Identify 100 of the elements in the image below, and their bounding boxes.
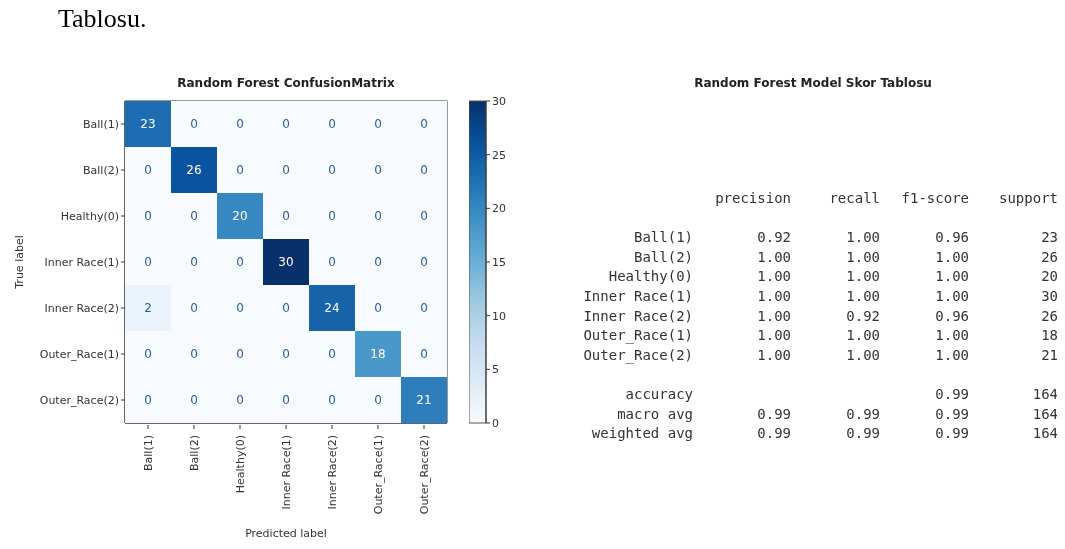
color-bar-label: 10 (492, 309, 506, 323)
data-label: 164 (1031, 384, 1058, 404)
category-label: accuracy (624, 384, 693, 404)
data-label: 0.99 (845, 424, 880, 444)
data-label: 0 (328, 393, 336, 408)
x-tick-label: Outer_Race(1) (371, 435, 385, 515)
data-label: 1.00 (845, 345, 880, 365)
category-label: Outer_Race(1) (582, 326, 693, 346)
data-label: 0 (374, 255, 382, 270)
text: Tablosu. (58, 7, 147, 34)
y-tick-label: Outer_Race(2) (39, 393, 119, 407)
data-label: 24 (324, 301, 340, 316)
text: precision (714, 189, 791, 208)
text: support (998, 189, 1058, 208)
data-label: 0.99 (756, 424, 791, 444)
color-bar-label: 0 (492, 416, 499, 430)
x-axis-title: Predicted label (245, 527, 327, 540)
data-label: 0.99 (934, 404, 969, 424)
x-tick-label: Outer_Race(2) (417, 435, 431, 515)
x-tick-label: Ball(2) (187, 435, 201, 471)
data-label: 26 (1040, 247, 1058, 267)
data-label: 1.00 (845, 228, 880, 248)
data-label: 0.92 (845, 306, 880, 326)
data-label: 0 (144, 163, 152, 178)
data-label: 1.00 (934, 326, 969, 346)
data-label: 0 (374, 117, 382, 132)
data-label: 26 (1040, 306, 1058, 326)
data-label: 0 (144, 393, 152, 408)
category-label: Ball(1) (633, 228, 693, 248)
data-label: 0 (144, 209, 152, 224)
data-label: 26 (186, 163, 202, 178)
data-label: 30 (278, 255, 294, 270)
category-label: Healthy(0) (607, 267, 693, 287)
data-label: 1.00 (934, 345, 969, 365)
data-label: 0 (328, 117, 336, 132)
data-label: 0 (144, 255, 152, 270)
data-label: 1.00 (845, 326, 880, 346)
data-label: 0.99 (934, 424, 969, 444)
data-label: 0 (328, 347, 336, 362)
data-label: 0 (190, 209, 198, 224)
y-tick-label: Outer_Race(1) (39, 347, 119, 361)
data-label: 18 (370, 347, 386, 362)
data-label: 0.96 (934, 228, 969, 248)
data-label: 0 (236, 301, 244, 316)
data-label: 0 (420, 347, 428, 362)
text: recall (828, 189, 880, 208)
data-label: 0 (144, 347, 152, 362)
data-label: 0 (236, 347, 244, 362)
data-label: 0 (190, 347, 198, 362)
data-label: 0 (328, 209, 336, 224)
category-label: Ball(2) (633, 247, 693, 267)
data-label: 0 (420, 163, 428, 178)
data-label: 1.00 (845, 247, 880, 267)
data-label: 1.00 (934, 286, 969, 306)
data-label: 0.99 (845, 404, 880, 424)
data-label: 0 (420, 117, 428, 132)
data-label: 1.00 (756, 286, 791, 306)
chart-title: Random Forest ConfusionMatrix (176, 76, 396, 90)
category-label: Outer_Race(2) (582, 345, 693, 366)
y-axis-title: True label (12, 235, 26, 290)
data-label: 1.00 (756, 267, 791, 287)
y-tick-label: Ball(1) (83, 117, 119, 131)
data-label: 21 (1040, 345, 1058, 365)
x-tick-label: Healthy(0) (233, 435, 247, 494)
data-label: 0 (190, 301, 198, 316)
data-label: 0 (328, 255, 336, 270)
data-label: 1.00 (756, 326, 791, 346)
data-label: 0 (374, 209, 382, 224)
data-label: 0 (282, 301, 290, 316)
data-label: 0 (420, 301, 428, 316)
data-label: 0 (374, 163, 382, 178)
data-label: 0 (236, 117, 244, 132)
x-tick-label: Inner Race(2) (325, 435, 339, 510)
data-label: 0 (190, 393, 198, 408)
category-label: Inner Race(1) (582, 286, 693, 306)
category-label: weighted avg (590, 424, 693, 444)
data-label: 21 (416, 393, 432, 408)
data-label: 0 (282, 347, 290, 362)
data-label: 0.96 (934, 306, 969, 326)
data-label: 1.00 (756, 345, 791, 365)
data-label: 0 (374, 393, 382, 408)
y-tick-label: Healthy(0) (60, 209, 119, 223)
color-bar-label: 30 (492, 94, 506, 108)
data-label: 0 (420, 255, 428, 270)
category-label: Inner Race(2) (582, 306, 693, 326)
data-label: 0 (374, 301, 382, 316)
data-label: 18 (1040, 326, 1058, 346)
data-label: 164 (1031, 424, 1058, 444)
color-bar-label: 15 (492, 255, 506, 269)
data-label: 0 (282, 393, 290, 408)
data-label: 30 (1040, 286, 1058, 306)
data-label: 1.00 (934, 267, 969, 287)
data-label: 0.99 (934, 384, 969, 404)
data-label: 0 (282, 117, 290, 132)
y-tick-label: Inner Race(2) (44, 301, 119, 315)
data-label: 0 (236, 255, 244, 270)
data-label: 0 (236, 163, 244, 178)
x-tick-label: Ball(1) (141, 435, 155, 471)
data-label: 0 (282, 163, 290, 178)
data-label: 1.00 (845, 286, 880, 306)
